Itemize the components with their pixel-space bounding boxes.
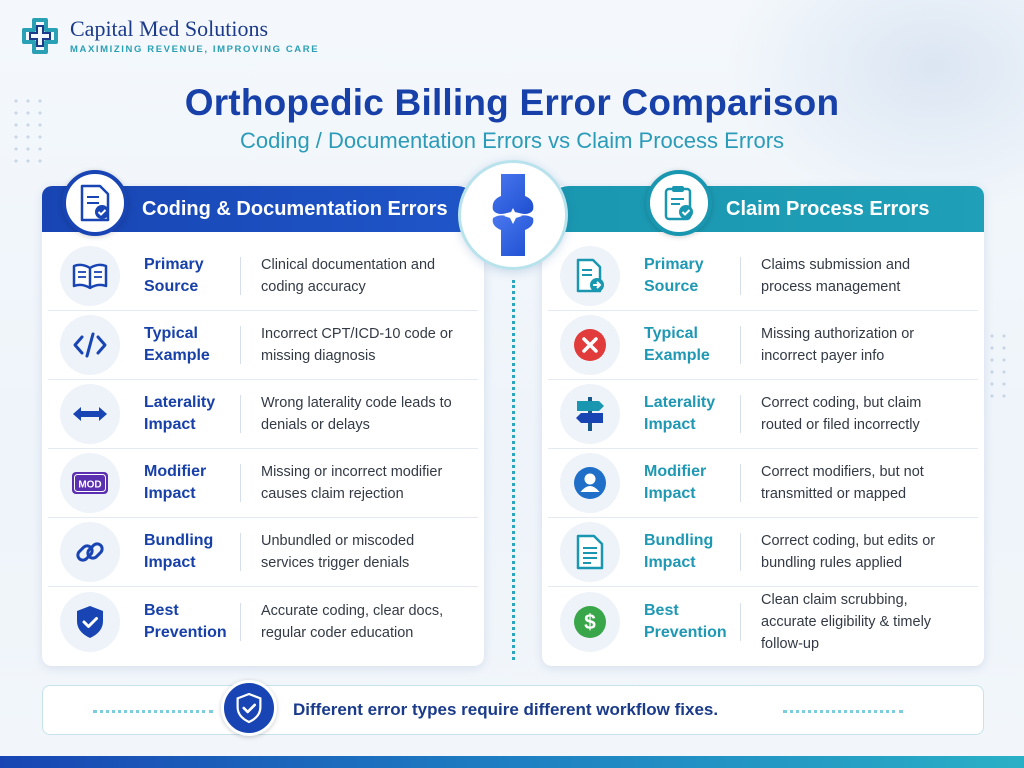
row-laterality-impact: Laterality Impact Correct coding, but cl…	[548, 380, 978, 449]
row-description: Correct coding, but edits or bundling ru…	[761, 533, 936, 571]
row-label: Laterality Impact	[144, 394, 216, 433]
row-label: Best Prevention	[644, 601, 727, 641]
row-label: Bundling Impact	[144, 532, 214, 571]
link-icon	[60, 522, 120, 582]
book-icon	[60, 246, 120, 306]
row-primary-source: Primary Source Claims submission and pro…	[548, 242, 978, 311]
row-bundling-impact: Bundling Impact Correct coding, but edit…	[548, 518, 978, 587]
row-description: Unbundled or miscoded services trigger d…	[261, 533, 415, 571]
row-description: Wrong laterality code leads to denials o…	[261, 395, 452, 433]
row-label: Modifier Impact	[144, 463, 207, 502]
page-subtitle: Coding / Documentation Errors vs Claim P…	[239, 128, 785, 153]
center-dotted-divider	[512, 280, 515, 660]
document-lines-icon	[560, 522, 620, 582]
divider	[240, 395, 241, 433]
row-description: Incorrect CPT/ICD-10 code or missing dia…	[261, 326, 453, 364]
row-modifier-impact: Modifier Impact Correct modifiers, but n…	[548, 449, 978, 518]
knee-joint-icon	[458, 160, 568, 270]
panel-header: Claim Process Errors	[542, 186, 984, 232]
user-icon	[560, 453, 620, 513]
row-modifier-impact: MOD Modifier Impact Missing or incorrect…	[48, 449, 478, 518]
divider	[740, 326, 741, 364]
signpost-icon	[560, 384, 620, 444]
row-typical-example: Typical Example Incorrect CPT/ICD-10 cod…	[48, 311, 478, 380]
footer-message: Different error types require different …	[293, 700, 719, 719]
mod-icon: MOD	[60, 453, 120, 513]
page-title: Orthopedic Billing Error Comparison	[184, 82, 840, 123]
dollar-icon: $	[560, 591, 620, 652]
row-label: Typical Example	[144, 325, 210, 364]
bottom-accent-bar	[0, 756, 1024, 768]
row-typical-example: Typical Example Missing authorization or…	[548, 311, 978, 380]
row-label: Typical Example	[644, 325, 710, 364]
claim-process-panel: Claim Process Errors Primary Source	[542, 170, 984, 666]
divider	[240, 257, 241, 295]
brand-tagline: MAXIMIZING REVENUE, IMPROVING CARE	[70, 44, 320, 55]
shield-check-icon	[60, 591, 120, 652]
divider	[740, 533, 741, 571]
svg-text:$: $	[584, 611, 596, 634]
row-primary-source: Primary Source Clinical documentation an…	[48, 242, 478, 311]
row-label: Best Prevention	[144, 601, 227, 641]
decorative-dots	[10, 95, 50, 165]
shield-check-icon	[221, 680, 277, 736]
divider	[740, 395, 741, 433]
brand-logo: Capital Med Solutions MAXIMIZING REVENUE…	[20, 16, 319, 56]
document-arrow-icon	[560, 246, 620, 306]
row-description: Clean claim scrubbing, accurate eligibil…	[761, 591, 932, 652]
double-arrow-icon	[60, 384, 120, 444]
row-label: Bundling Impact	[644, 532, 714, 571]
medical-cross-logo-icon	[22, 18, 58, 54]
row-description: Claims submission and process management	[761, 257, 911, 295]
row-description: Correct coding, but claim routed or file…	[761, 395, 922, 433]
divider	[740, 602, 741, 641]
row-best-prevention: $ Best Prevention Clean claim scrubbing,…	[548, 587, 978, 656]
divider	[740, 464, 741, 502]
divider	[240, 533, 241, 571]
clipboard-check-icon	[646, 170, 712, 236]
document-check-icon	[62, 170, 128, 236]
row-label: Laterality Impact	[644, 394, 716, 433]
row-description: Missing or incorrect modifier causes cla…	[261, 464, 443, 502]
row-description: Clinical documentation and coding accura…	[261, 257, 436, 295]
error-x-icon	[560, 315, 620, 375]
row-best-prevention: Best Prevention Accurate coding, clear d…	[48, 587, 478, 656]
row-label: Primary Source	[644, 256, 704, 295]
comparison-rows: Primary Source Claims submission and pro…	[542, 242, 984, 656]
panel-title: Coding & Documentation Errors	[142, 197, 448, 220]
divider	[240, 464, 241, 502]
row-description: Accurate coding, clear docs, regular cod…	[261, 602, 444, 641]
row-laterality-impact: Laterality Impact Wrong laterality code …	[48, 380, 478, 449]
panel-title: Claim Process Errors	[726, 197, 930, 220]
row-label: Modifier Impact	[644, 463, 707, 502]
decorative-dots	[783, 710, 903, 713]
row-description: Missing authorization or incorrect payer…	[761, 326, 915, 364]
divider	[240, 602, 241, 641]
mod-icon-text: MOD	[78, 480, 101, 491]
divider	[240, 326, 241, 364]
code-icon	[60, 315, 120, 375]
row-description: Correct modifiers, but not transmitted o…	[761, 464, 924, 502]
comparison-rows: Primary Source Clinical documentation an…	[42, 242, 484, 656]
row-label: Primary Source	[144, 256, 204, 295]
footer-callout: Different error types require different …	[42, 680, 984, 736]
background-bone-graphic	[724, 0, 1024, 220]
row-bundling-impact: Bundling Impact Unbundled or miscoded se…	[48, 518, 478, 587]
divider	[740, 257, 741, 295]
coding-documentation-panel: Coding & Documentation Errors Prim	[42, 170, 484, 666]
brand-name: Capital Med Solutions	[70, 16, 268, 41]
decorative-dots	[93, 710, 213, 713]
